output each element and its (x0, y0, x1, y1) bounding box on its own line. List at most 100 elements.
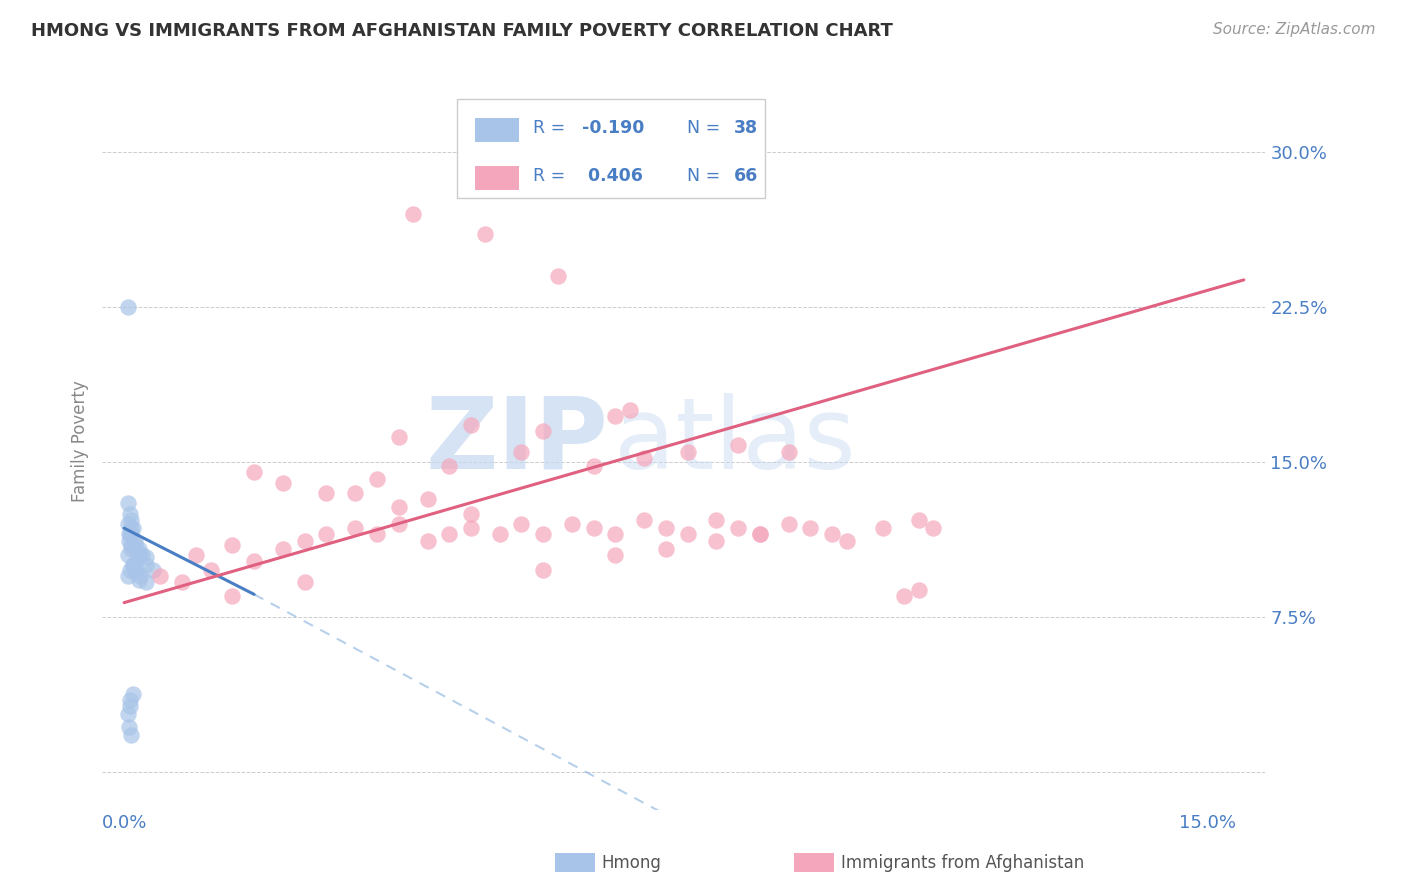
Point (128, 541, 150, 556)
Point (118, 507, 141, 521)
Bar (475, 119, 519, 142)
Point (186, 548, 208, 562)
Point (315, 486, 337, 500)
Point (510, 516, 533, 531)
Point (872, 521, 894, 535)
Point (344, 521, 367, 535)
Point (727, 521, 749, 535)
Point (676, 444, 699, 458)
Point (582, 521, 605, 535)
Point (170, 574, 193, 589)
Point (510, 444, 533, 458)
Point (437, 459, 460, 474)
Point (120, 527, 142, 541)
Point (117, 516, 139, 531)
Point (120, 521, 142, 535)
Point (676, 527, 699, 541)
Point (402, 207, 425, 221)
Point (124, 538, 146, 552)
Text: Immigrants from Afghanistan: Immigrants from Afghanistan (841, 854, 1084, 871)
Point (706, 513, 728, 527)
Point (135, 550, 157, 565)
Point (117, 300, 139, 314)
Point (605, 409, 627, 424)
Text: N =: N = (688, 167, 727, 186)
Point (655, 541, 678, 556)
Y-axis label: Family Poverty: Family Poverty (72, 380, 89, 502)
Point (121, 558, 143, 573)
Point (118, 562, 141, 576)
Bar (475, 166, 519, 190)
Point (778, 444, 800, 458)
Point (120, 513, 142, 527)
Text: Source: ZipAtlas.com: Source: ZipAtlas.com (1212, 22, 1375, 37)
Point (460, 521, 482, 535)
Point (531, 562, 554, 576)
Point (129, 568, 152, 582)
Point (547, 268, 569, 283)
Text: R =: R = (533, 120, 571, 137)
Point (118, 720, 141, 734)
Text: R =: R = (533, 167, 571, 186)
Point (121, 521, 143, 535)
Point (127, 562, 149, 576)
Text: Hmong: Hmong (602, 854, 662, 871)
Point (271, 475, 294, 490)
Point (488, 527, 510, 541)
Point (907, 513, 929, 527)
Point (605, 548, 627, 562)
Point (727, 438, 749, 452)
Point (131, 548, 153, 562)
Point (821, 527, 844, 541)
Point (118, 527, 141, 541)
Point (243, 554, 266, 568)
Point (778, 516, 800, 531)
Point (120, 728, 142, 742)
Point (135, 574, 157, 589)
Point (117, 707, 139, 722)
Point (460, 507, 482, 521)
Text: 66: 66 (734, 167, 758, 186)
Point (799, 521, 821, 535)
Point (835, 533, 858, 548)
Text: ZIP: ZIP (426, 392, 609, 490)
Point (388, 516, 411, 531)
Point (118, 533, 141, 548)
Point (124, 565, 146, 579)
Point (118, 699, 141, 714)
FancyBboxPatch shape (457, 99, 765, 198)
Point (474, 227, 496, 242)
Point (128, 548, 150, 562)
Point (561, 516, 583, 531)
Point (706, 533, 728, 548)
Point (531, 424, 554, 438)
Point (221, 590, 243, 604)
Point (117, 496, 139, 510)
Point (437, 527, 460, 541)
Point (315, 527, 337, 541)
Point (582, 459, 605, 474)
Text: 0.406: 0.406 (582, 167, 643, 186)
Point (221, 538, 243, 552)
Text: -0.190: -0.190 (582, 120, 644, 137)
Point (907, 583, 929, 598)
Point (243, 465, 266, 479)
Point (416, 533, 439, 548)
Point (416, 492, 439, 507)
Point (121, 558, 143, 573)
Point (294, 574, 316, 589)
Point (128, 573, 150, 587)
Point (655, 521, 678, 535)
Point (748, 527, 770, 541)
Point (633, 513, 655, 527)
Point (135, 558, 157, 573)
Point (294, 533, 316, 548)
Point (120, 541, 142, 556)
Point (117, 548, 139, 562)
Point (124, 533, 146, 548)
Point (142, 562, 165, 576)
Point (127, 544, 149, 558)
Point (388, 500, 411, 515)
Point (619, 403, 641, 417)
Point (893, 590, 915, 604)
